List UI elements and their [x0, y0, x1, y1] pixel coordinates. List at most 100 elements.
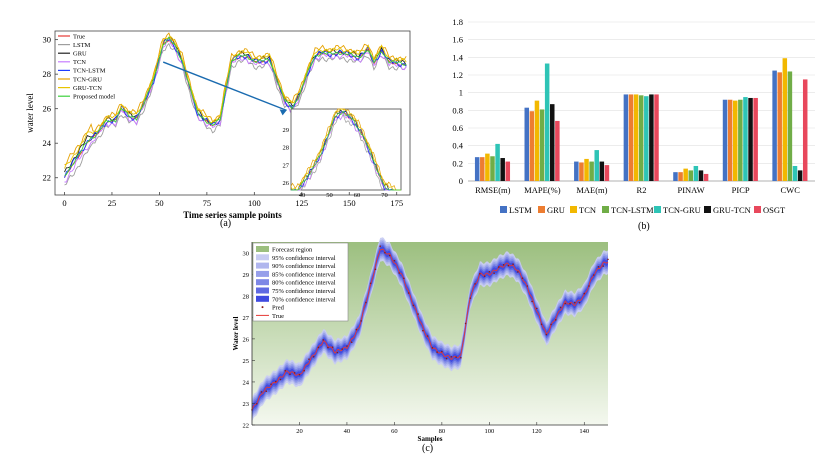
bar-osgt	[555, 120, 560, 181]
y-tick-label: 28	[43, 69, 52, 79]
pred-point	[289, 373, 291, 376]
panel-label-b: (b)	[638, 221, 650, 232]
pred-point	[488, 270, 491, 273]
pred-point	[460, 356, 462, 359]
legend-swatch	[754, 206, 761, 213]
inset-y-tick-label: 29	[283, 127, 290, 134]
bar-tcn-lstm	[589, 161, 594, 181]
y-tick-label: 1.4	[452, 52, 463, 62]
chart-a-axes: 0 25 50 75 100 125 150 175 22 24 26 28 30	[43, 35, 404, 208]
x-tick-label: 100	[248, 198, 261, 208]
bar-gru	[529, 111, 535, 181]
x-tick-label: 0	[62, 198, 66, 208]
chart-c-confidence-bands	[252, 237, 608, 422]
pred-point	[554, 319, 557, 321]
bar-lstm	[722, 99, 728, 181]
x-tick-label: 120	[532, 428, 542, 435]
bar-osgt	[753, 97, 758, 181]
bar-tcn-gru	[594, 150, 599, 181]
bar-gru	[480, 157, 485, 181]
pred-point	[298, 373, 301, 376]
bar-lstm	[623, 94, 629, 181]
series-line-lstm	[64, 42, 407, 186]
pred-point	[312, 355, 315, 358]
pred-point	[569, 302, 571, 305]
legend-label: 80% confidence interval	[272, 280, 336, 287]
pred-point	[507, 264, 510, 267]
pred-point	[274, 380, 277, 383]
x-tick-label: 20	[296, 428, 303, 435]
pred-point	[498, 266, 500, 268]
inset-series-line	[291, 110, 401, 191]
y-tick-label: 26	[43, 104, 52, 114]
bar-osgt	[654, 94, 659, 181]
legend-swatch	[256, 254, 269, 261]
pred-point	[441, 350, 443, 353]
bar-tcn-lstm	[490, 156, 495, 181]
pred-point	[455, 356, 457, 358]
legend-label: Proposed model	[73, 94, 115, 101]
pred-point	[374, 268, 377, 271]
bar-gru	[777, 72, 782, 181]
series-line-gru-tcn	[64, 36, 407, 169]
y-tick-label: 25	[243, 358, 250, 365]
pred-point	[308, 358, 310, 360]
bar-tcn-gru	[495, 143, 500, 181]
pred-point	[426, 335, 429, 337]
chart-c-series	[251, 245, 609, 411]
pred-point	[346, 345, 348, 347]
legend-label: 85% confidence interval	[272, 271, 336, 278]
pred-point	[317, 346, 320, 349]
series-line-proposed-model	[64, 36, 407, 176]
chart-a-y-axis-label: water level	[25, 93, 35, 133]
pred-point	[592, 274, 595, 276]
x-tick-label: 60	[391, 428, 398, 435]
bar-tcn	[782, 58, 788, 181]
chart-b-legend: LSTM GRU TCN TCN-LSTM TCN-GRU GRU-TCN OSGT	[500, 205, 786, 215]
y-tick-label: 27	[243, 315, 250, 322]
pred-point	[531, 300, 533, 303]
legend-swatch	[570, 206, 577, 213]
chart-c-y-axis-label: Water level	[232, 317, 240, 351]
pred-point	[407, 292, 410, 294]
x-tick-label: R2	[637, 185, 647, 195]
legend-swatch	[602, 206, 609, 213]
y-tick-label: 30	[43, 35, 52, 45]
bar-lstm	[673, 172, 678, 181]
bar-lstm	[772, 70, 777, 181]
zoom-arrow	[162, 61, 287, 112]
pred-point	[417, 313, 419, 315]
pred-point	[412, 304, 415, 307]
pred-point	[369, 282, 372, 285]
legend-swatch	[256, 279, 269, 286]
inset-series-line	[290, 108, 401, 191]
bar-tcn-gru	[544, 63, 550, 182]
pred-point	[260, 391, 263, 393]
pred-point	[540, 323, 543, 326]
y-tick-label: 26	[243, 336, 250, 343]
legend-label: TCN-GRU	[73, 76, 102, 83]
legend-label: TCN	[579, 205, 596, 215]
bar-tcn-lstm	[738, 99, 743, 181]
x-tick-label: 125	[295, 198, 308, 208]
chart-a-inset: 40 50 60 70 26 27 28 29	[283, 108, 402, 199]
y-tick-label: 22	[243, 423, 250, 430]
pred-point	[564, 302, 567, 305]
pred-point	[379, 245, 381, 247]
bar-osgt	[604, 165, 610, 181]
pred-point	[545, 333, 548, 336]
pred-point	[474, 283, 476, 285]
pred-point	[431, 346, 434, 349]
bar-lstm	[574, 161, 579, 181]
legend-swatch	[256, 246, 269, 252]
x-tick-label: 25	[108, 198, 117, 208]
legend-label: 95% confidence interval	[272, 255, 336, 262]
pred-point	[336, 351, 339, 354]
y-tick-label: 23	[243, 401, 250, 408]
legend-label: LSTM	[73, 42, 91, 49]
pred-point	[479, 273, 481, 275]
bar-tcn-gru	[644, 96, 649, 181]
